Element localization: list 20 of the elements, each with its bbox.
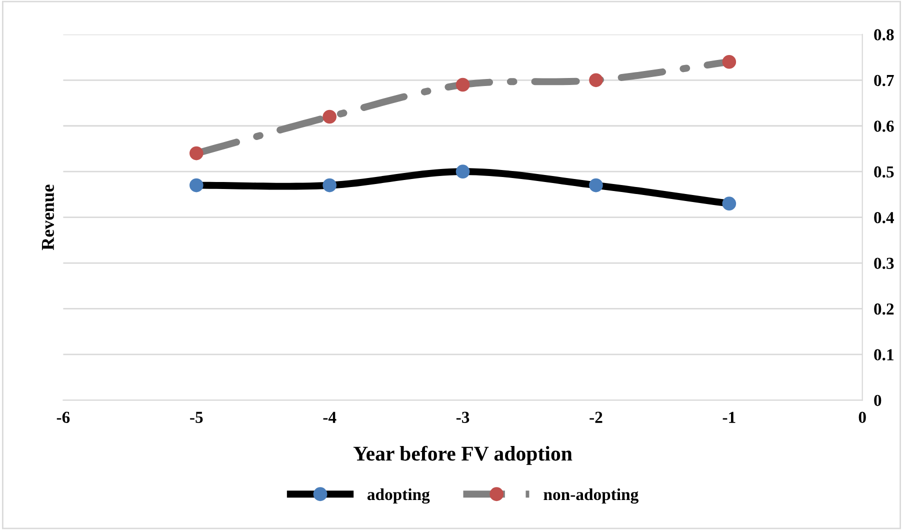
y-tick-label: 0.8: [874, 29, 894, 40]
legend-label: non-adopting: [544, 488, 638, 504]
x-tick-label: -4: [323, 412, 336, 423]
x-tick-label: -1: [722, 412, 736, 423]
y-tick-label: 0.4: [874, 212, 894, 224]
x-tick-label: -5: [190, 412, 203, 423]
x-axis-title: Year before FV adoption: [353, 446, 572, 465]
x-tick-label: 0: [858, 412, 866, 423]
y-tick-label: 0.3: [874, 258, 894, 270]
x-tick-label: -3: [456, 412, 470, 423]
legend-label: adopting: [367, 488, 430, 504]
y-tick-label: 0.7: [874, 74, 894, 86]
y-axis-title: Revenue: [42, 184, 54, 250]
x-tick-label: -2: [590, 412, 602, 423]
y-tick-label: 0: [874, 394, 882, 406]
y-tick-label: 0.2: [874, 303, 894, 315]
x-tick-label: -6: [56, 412, 70, 423]
y-tick-label: 0.6: [874, 120, 894, 132]
y-tick-label: 0.5: [874, 166, 894, 178]
y-tick-label: 0.1: [874, 349, 894, 360]
